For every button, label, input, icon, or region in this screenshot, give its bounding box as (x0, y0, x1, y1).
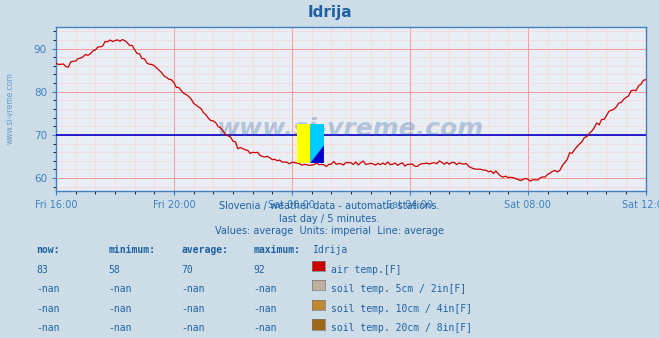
Text: -nan: -nan (109, 323, 132, 334)
Text: 92: 92 (254, 265, 266, 275)
Text: -nan: -nan (181, 304, 205, 314)
Text: www.si-vreme.com: www.si-vreme.com (217, 117, 484, 141)
Polygon shape (310, 124, 324, 163)
Text: www.si-vreme.com: www.si-vreme.com (5, 72, 14, 144)
Text: -nan: -nan (36, 304, 60, 314)
Text: 70: 70 (181, 265, 193, 275)
Text: air temp.[F]: air temp.[F] (331, 265, 401, 275)
Text: -nan: -nan (254, 323, 277, 334)
Text: -nan: -nan (36, 323, 60, 334)
Text: -nan: -nan (36, 284, 60, 294)
Text: last day / 5 minutes.: last day / 5 minutes. (279, 214, 380, 224)
Bar (297, 124, 310, 163)
Text: Idrija: Idrija (307, 5, 352, 20)
Text: soil temp. 10cm / 4in[F]: soil temp. 10cm / 4in[F] (331, 304, 472, 314)
Text: -nan: -nan (181, 284, 205, 294)
Text: 83: 83 (36, 265, 48, 275)
Text: average:: average: (181, 245, 228, 255)
Text: maximum:: maximum: (254, 245, 301, 255)
Polygon shape (310, 145, 324, 163)
Text: soil temp. 5cm / 2in[F]: soil temp. 5cm / 2in[F] (331, 284, 466, 294)
Text: -nan: -nan (254, 304, 277, 314)
Text: -nan: -nan (109, 284, 132, 294)
Text: soil temp. 20cm / 8in[F]: soil temp. 20cm / 8in[F] (331, 323, 472, 334)
Text: now:: now: (36, 245, 60, 255)
Text: Idrija: Idrija (313, 245, 348, 255)
Text: -nan: -nan (254, 284, 277, 294)
Text: -nan: -nan (109, 304, 132, 314)
Text: Values: average  Units: imperial  Line: average: Values: average Units: imperial Line: av… (215, 226, 444, 236)
Text: 58: 58 (109, 265, 121, 275)
Text: Slovenia / weather data - automatic stations.: Slovenia / weather data - automatic stat… (219, 201, 440, 211)
Text: minimum:: minimum: (109, 245, 156, 255)
Text: -nan: -nan (181, 323, 205, 334)
